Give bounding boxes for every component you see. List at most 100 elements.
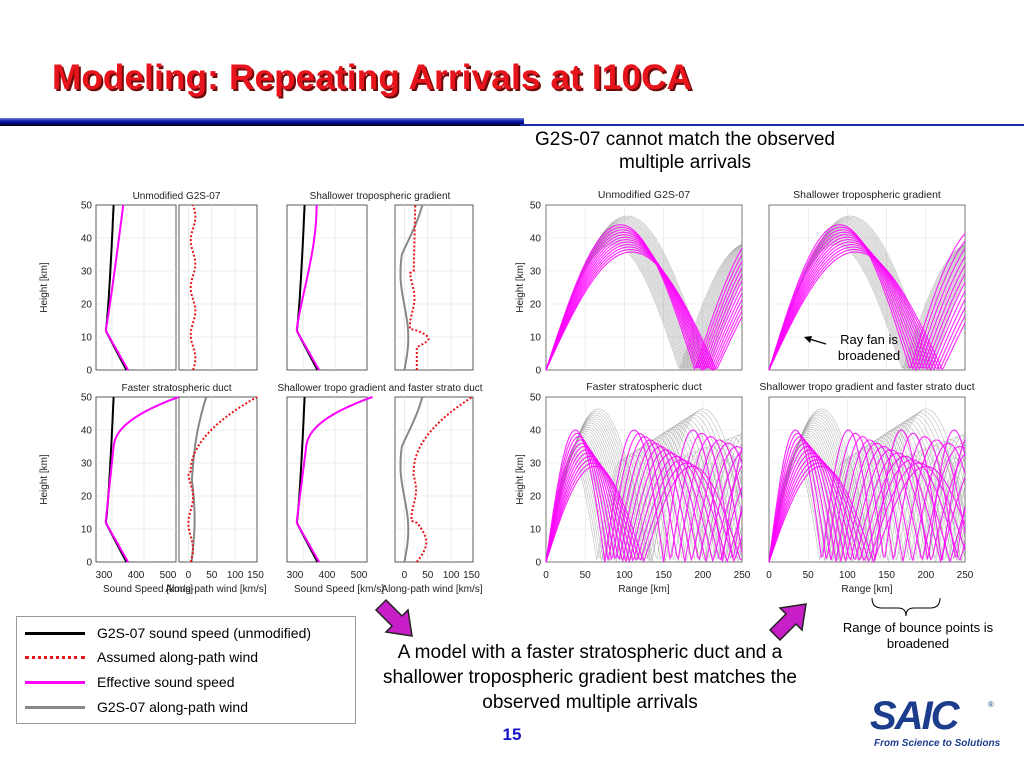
- title-rule: [0, 118, 524, 126]
- x-tick-label: 150: [247, 570, 264, 581]
- panel-title: Faster stratospheric duct: [121, 383, 231, 394]
- y-tick-label: 0: [86, 558, 92, 569]
- ray-path-magenta: [768, 429, 966, 563]
- slide-title: Modeling: Repeating Arrivals at I10CA: [52, 58, 693, 97]
- legend-item-along-path-wind: Assumed along-path wind: [25, 647, 258, 667]
- ray-path-magenta: [768, 452, 966, 564]
- y-axis-label: Height [km]: [39, 262, 50, 313]
- ray-path-gray: [768, 443, 966, 563]
- legend-label: Assumed along-path wind: [97, 649, 259, 665]
- y-tick-label: 10: [81, 525, 93, 536]
- x-tick-label: 150: [463, 570, 480, 581]
- x-axis-label: Along-path wind [km/s]: [165, 584, 266, 595]
- ray-path-magenta: [545, 459, 743, 564]
- ray-path-magenta: [768, 465, 966, 564]
- ray-path-magenta: [545, 465, 743, 563]
- y-axis-label: Height [km]: [515, 454, 526, 505]
- y-tick-label: 30: [81, 267, 93, 278]
- ray-path-magenta: [545, 429, 743, 563]
- g2s-wind-curve: [190, 396, 208, 563]
- panel-title: Shallower tropospheric gradient: [310, 191, 451, 202]
- profile-panel: Shallower tropospheric gradient: [286, 191, 474, 371]
- registered-mark-icon: ®: [988, 700, 994, 709]
- ray-path-magenta: [545, 249, 743, 371]
- ray-path-magenta: [768, 249, 966, 371]
- x-tick-label: 100: [443, 570, 460, 581]
- legend-label: Effective sound speed: [97, 674, 235, 690]
- title-rule-thin: [520, 124, 1024, 126]
- y-tick-label: 0: [535, 366, 541, 377]
- profile-panel: Shallower tropo gradient and faster stra…: [277, 383, 482, 595]
- ray-path-gray: [545, 453, 743, 563]
- panel-title: Shallower tropo gradient and faster stra…: [277, 383, 482, 394]
- ray-path-magenta: [545, 455, 743, 563]
- ray-path-magenta: [545, 445, 743, 563]
- x-tick-label: 50: [580, 570, 592, 581]
- ray-path-magenta: [768, 455, 966, 564]
- legend-item-g2s-wind: G2S-07 along-path wind: [25, 697, 248, 717]
- saic-wordmark: SAIC: [870, 694, 960, 738]
- x-tick-label: 200: [694, 570, 711, 581]
- ray-path-magenta: [768, 462, 966, 563]
- ray-path-magenta: [768, 239, 966, 371]
- assumed-wind-curve: [408, 204, 430, 370]
- x-tick-label: 100: [616, 570, 633, 581]
- ray-path-magenta: [768, 432, 966, 563]
- arrow-up-right-icon: [768, 603, 807, 642]
- ray-path-gray: [768, 408, 966, 563]
- ray-path-magenta: [545, 436, 743, 563]
- saic-tagline: From Science to Solutions: [874, 738, 1001, 749]
- legend-item-effective-sound-speed: Effective sound speed: [25, 672, 235, 692]
- x-tick-label: 0: [186, 570, 192, 581]
- ray-path-magenta: [545, 452, 743, 564]
- x-tick-label: 0: [766, 570, 772, 581]
- arrow-down-right-icon: [374, 598, 413, 637]
- ray-path-magenta: [768, 436, 966, 563]
- y-tick-label: 20: [530, 300, 542, 311]
- y-tick-label: 40: [530, 234, 542, 245]
- y-tick-label: 40: [530, 426, 542, 437]
- assumed-wind-curve: [187, 396, 258, 563]
- ray-path-magenta: [768, 244, 966, 371]
- ray-path-magenta: [768, 459, 966, 563]
- x-tick-label: 400: [319, 570, 336, 581]
- legend-swatch: [25, 631, 85, 635]
- x-tick-label: 300: [96, 570, 113, 581]
- x-tick-label: 0: [402, 570, 408, 581]
- ray-note-arrowhead: [804, 336, 812, 343]
- y-tick-label: 10: [530, 333, 542, 344]
- y-tick-label: 40: [81, 426, 93, 437]
- y-tick-label: 50: [81, 393, 93, 404]
- x-axis-label: Along-path wind [km/s]: [381, 584, 482, 595]
- y-tick-label: 10: [530, 525, 542, 536]
- panel-title: Unmodified G2S-07: [133, 191, 221, 202]
- ray-path-magenta: [768, 251, 966, 371]
- panel-title: Shallower tropospheric gradient: [793, 189, 941, 201]
- x-tick-label: 150: [878, 570, 895, 581]
- legend-swatch: [25, 655, 85, 659]
- x-tick-label: 500: [351, 570, 368, 581]
- y-tick-label: 30: [81, 459, 93, 470]
- x-tick-label: 50: [422, 570, 434, 581]
- x-tick-label: 500: [160, 570, 177, 581]
- legend-label: G2S-07 along-path wind: [97, 699, 248, 715]
- plot-frame: [286, 204, 368, 371]
- y-tick-label: 50: [530, 201, 542, 212]
- plot-frame: [394, 396, 474, 563]
- y-axis-label: Height [km]: [515, 262, 526, 313]
- ray-path-magenta: [545, 439, 743, 563]
- ray-panel: Shallower tropo gradient and faster stra…: [759, 381, 974, 595]
- x-axis-label: Range [km]: [618, 584, 669, 595]
- x-tick-label: 250: [957, 570, 974, 581]
- legend-swatch: [25, 705, 85, 709]
- legend: G2S-07 sound speed (unmodified) Assumed …: [16, 616, 356, 724]
- ray-panel: Faster stratospheric duct50403020100Heig…: [515, 381, 751, 595]
- y-tick-label: 50: [81, 201, 93, 212]
- g2s-wind-curve: [399, 204, 424, 371]
- bounce-points-note: Range of bounce points is broadened: [842, 620, 994, 651]
- x-tick-label: 0: [543, 570, 549, 581]
- ray-path-magenta: [768, 445, 966, 563]
- ray-fan-note: Ray fan is broadened: [837, 332, 901, 363]
- y-tick-label: 0: [86, 366, 92, 377]
